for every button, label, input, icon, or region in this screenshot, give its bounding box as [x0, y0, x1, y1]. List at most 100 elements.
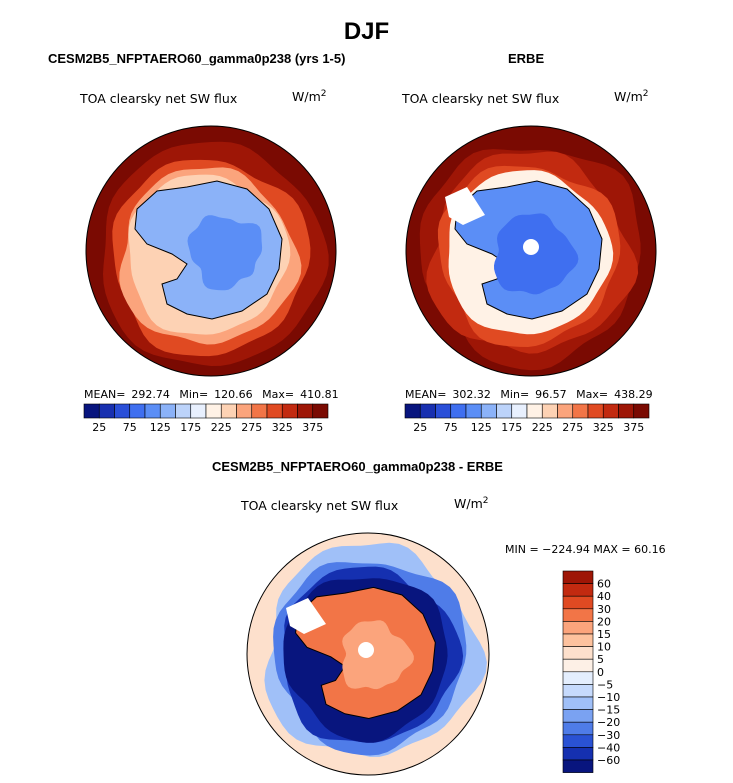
panel1-map-border	[85, 125, 337, 377]
panel3-colorbar-tick-label: −60	[597, 754, 620, 767]
panel2-colorbar-box	[587, 403, 604, 419]
panel1-colorbar-box	[175, 403, 192, 419]
panel3-colorbar-tick-label: 30	[597, 603, 611, 616]
panel3-colorbar-box	[562, 646, 594, 660]
panel2-interior-band	[494, 213, 579, 295]
panel2-colorbar-tick-label: 75	[444, 421, 458, 434]
panel1-colorbar-box	[129, 403, 146, 419]
panel2-colorbar-box	[526, 403, 543, 419]
panel2-field-label: TOA clearsky net SW flux	[402, 91, 560, 106]
panel3-colorbar-box	[562, 759, 594, 773]
panel1-colorbar-box	[83, 403, 100, 419]
panel1-colorbar-tick-label: 175	[180, 421, 201, 434]
panel2-field	[406, 126, 656, 376]
panel2-colorbar-box	[602, 403, 619, 419]
panel3-colorbar-tick-label: 40	[597, 590, 611, 603]
panel3-colorbar-tick-label: −30	[597, 729, 620, 742]
panel3-colorbar-box	[562, 583, 594, 597]
panel1-colorbar-box	[205, 403, 222, 419]
panel1-colorbar-box	[144, 403, 161, 419]
panel3-colorbar-tick-label: 0	[597, 666, 604, 679]
panel3-colorbar-box	[562, 671, 594, 685]
panel3-units: W/m2	[454, 496, 489, 512]
panel2-colorbar-box	[572, 403, 589, 419]
panel1-colorbar-box	[190, 403, 207, 419]
panel1-colorbar-box	[266, 403, 283, 419]
panel3-colorbar-tick-label: −40	[597, 741, 620, 754]
panel2-colorbar-tick-label: 25	[413, 421, 427, 434]
panel3-stats: MIN = −224.94 MAX = 60.16	[505, 543, 666, 556]
panel1-colorbar-box	[236, 403, 253, 419]
panel3-colorbar-tick-label: −10	[597, 691, 620, 704]
panel3-colorbar-box	[562, 621, 594, 635]
panel3-colorbar-tick-label: −5	[597, 678, 613, 691]
panel3-colorbar-box	[562, 734, 594, 748]
panel3-field	[247, 533, 489, 775]
panel1-colorbar-tick-label: 325	[272, 421, 293, 434]
panel2-colorbar-box	[465, 403, 482, 419]
panel2-colorbar-box	[511, 403, 528, 419]
panel1-colorbar-box	[98, 403, 115, 419]
panel3-polar-map	[246, 532, 490, 776]
panel3-colorbar-box	[562, 747, 594, 761]
panel3-colorbar-box	[562, 709, 594, 723]
panel1-colorbar-box	[281, 403, 298, 419]
panel1-units: W/m2	[292, 89, 327, 105]
panel3-field-label: TOA clearsky net SW flux	[241, 498, 399, 513]
panel3-map-border	[246, 532, 490, 776]
panel3-colorbar-tick-label: −20	[597, 716, 620, 729]
panel2-colorbar-tick-label: 225	[532, 421, 553, 434]
panel3-interior-band	[342, 620, 414, 690]
panel3-colorbar-box	[562, 633, 594, 647]
panel1-title: CESM2B5_NFPTAERO60_gamma0p238 (yrs 1-5)	[48, 51, 346, 66]
panel3-colorbar-tick-label: 10	[597, 641, 611, 654]
panel1-colorbar-tick-label: 225	[211, 421, 232, 434]
panel2-colorbar-box	[480, 403, 497, 419]
panel1-colorbar-tick-label: 375	[302, 421, 323, 434]
panel3-colorbar-tick-label: −15	[597, 704, 620, 717]
panel3-colorbar-box	[562, 608, 594, 622]
panel3-colorbar-box	[562, 721, 594, 736]
panel1-colorbar-box	[220, 403, 237, 419]
panel3-title: CESM2B5_NFPTAERO60_gamma0p238 - ERBE	[212, 459, 503, 474]
panel3-colorbar-tick-label: 5	[597, 653, 604, 666]
panel1-colorbar-box	[251, 403, 268, 419]
panel3-colorbar-box	[562, 658, 594, 673]
panel2-map-border	[405, 125, 657, 377]
panel3-colorbar-box	[562, 570, 594, 584]
panel1-colorbar-tick-label: 75	[123, 421, 137, 434]
panel1-colorbar-box	[312, 403, 329, 419]
panel1-colorbar: 25 75 125 175 225 275 325 375	[83, 403, 329, 434]
panel2-colorbar-box	[496, 403, 513, 419]
panel2-colorbar: 25 75 125 175 225 275 325 375	[404, 403, 650, 434]
panel2-colorbar-box	[435, 403, 452, 419]
panel2-colorbar-tick-label: 275	[562, 421, 583, 434]
panel1-colorbar-box	[159, 403, 176, 419]
panel1-interior-band	[187, 215, 263, 291]
panel1-colorbar-tick-label: 125	[150, 421, 171, 434]
panel3-colorbar-box	[562, 696, 594, 710]
panel2-colorbar-box	[450, 403, 467, 419]
panel2-title: ERBE	[508, 51, 545, 66]
panel3-colorbar-tick-label: 20	[597, 615, 611, 628]
panel3-missing-data	[286, 598, 326, 634]
panel2-units: W/m2	[614, 89, 649, 105]
panel2-colorbar-box	[633, 403, 650, 419]
panel3-colorbar-tick-label: 15	[597, 628, 611, 641]
panel1-colorbar-tick-label: 25	[92, 421, 106, 434]
panel2-stats: MEAN= 302.32 Min= 96.57 Max= 438.29	[405, 388, 653, 401]
panel1-polar-map	[85, 125, 337, 377]
panel2-colorbar-tick-label: 375	[623, 421, 644, 434]
panel2-colorbar-tick-label: 175	[501, 421, 522, 434]
panel3-colorbar-tick-label: 60	[597, 578, 611, 591]
panel2-colorbar-box	[419, 403, 436, 419]
panel3-colorbar-box	[562, 684, 594, 698]
panel2-missing-data	[445, 187, 485, 225]
panel1-colorbar-tick-label: 275	[241, 421, 262, 434]
panel2-colorbar-box	[557, 403, 574, 419]
panel1-field	[86, 126, 336, 376]
panel3-missing-data	[358, 642, 374, 658]
panel1-colorbar-box	[114, 403, 131, 419]
panel1-stats: MEAN= 292.74 Min= 120.66 Max= 410.81	[84, 388, 339, 401]
